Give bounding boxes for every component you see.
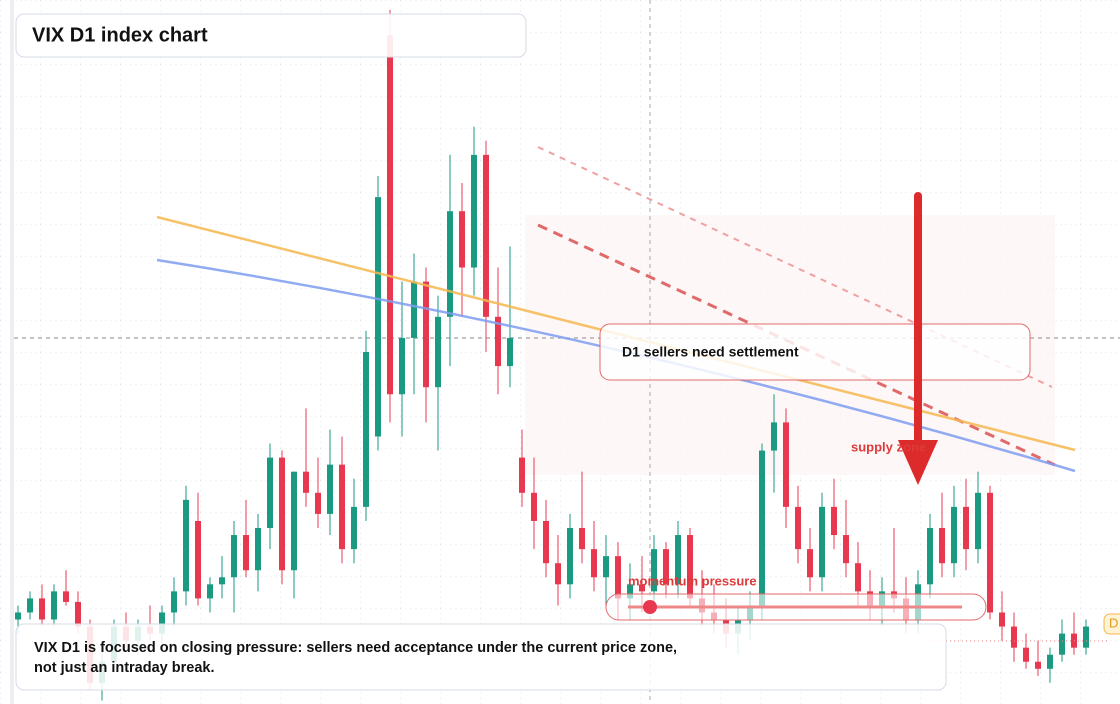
candle-body <box>1023 647 1029 662</box>
candle-body <box>807 549 813 578</box>
candle-body <box>603 556 609 578</box>
candle-body <box>471 154 477 268</box>
momentum-label: momentum pressure <box>628 573 757 588</box>
candle-body <box>75 601 81 627</box>
candle-body <box>975 492 981 550</box>
candle-body <box>243 535 249 571</box>
candle-body <box>555 563 561 585</box>
candle-body <box>939 528 945 564</box>
candle-body <box>411 281 417 338</box>
candle-body <box>831 506 837 536</box>
settlement-box <box>599 323 1031 381</box>
candle-body <box>615 556 621 599</box>
candle-body <box>255 528 261 571</box>
candle-body <box>999 612 1005 627</box>
candle-body <box>159 612 165 634</box>
candle-body <box>303 471 309 493</box>
candle-body <box>495 316 501 367</box>
candles <box>15 9 1089 701</box>
chart-title: VIX D1 index chart <box>32 24 208 46</box>
slider-knob[interactable] <box>643 600 657 614</box>
candle-body <box>207 584 213 599</box>
candle-body <box>27 598 33 613</box>
candle-body <box>291 471 297 571</box>
candle-body <box>531 492 537 521</box>
candle-body <box>171 591 177 613</box>
candle-body <box>387 35 393 395</box>
candle-body <box>1047 654 1053 669</box>
candle-body <box>987 492 993 613</box>
arrow-head <box>898 440 938 485</box>
left-strip <box>10 0 14 704</box>
candle-body <box>963 506 969 550</box>
candle-body <box>759 450 765 606</box>
candle-body <box>591 549 597 578</box>
badge-label: D <box>1109 615 1118 630</box>
candle-body <box>627 584 633 599</box>
settlement-label: D1 sellers need settlement <box>622 344 799 360</box>
candle-body <box>687 535 693 599</box>
candle-body <box>267 457 273 528</box>
candle-body <box>579 528 585 550</box>
candle-body <box>639 584 645 592</box>
candle-body <box>951 506 957 564</box>
lower-dashed-line <box>537 223 1056 467</box>
candle-body <box>1035 661 1041 669</box>
title-box <box>15 13 527 58</box>
candle-body <box>231 535 237 578</box>
candle-body <box>783 422 789 507</box>
candle-body <box>483 154 489 317</box>
candle-body <box>195 520 201 599</box>
candle-body <box>651 549 657 592</box>
candle-body <box>183 499 189 592</box>
candle-body <box>543 520 549 564</box>
candle-body <box>855 563 861 592</box>
candle-body <box>363 352 369 507</box>
candle-body <box>279 457 285 571</box>
candle-body <box>339 464 345 550</box>
candle-body <box>459 211 465 268</box>
candle-body <box>1083 626 1089 648</box>
candle-body <box>771 422 777 451</box>
candle-body <box>327 464 333 514</box>
candle-body <box>51 591 57 620</box>
candle-body <box>1059 633 1065 655</box>
candle-body <box>795 506 801 550</box>
candle-body <box>315 492 321 514</box>
candle-body <box>63 591 69 602</box>
candle-body <box>519 457 525 493</box>
note-box <box>15 623 947 691</box>
candle-body <box>567 528 573 585</box>
candle-body <box>15 612 21 620</box>
candle-body <box>39 598 45 620</box>
candle-body <box>507 337 513 367</box>
candle-body <box>351 506 357 550</box>
candle-body <box>1011 626 1017 648</box>
candle-body <box>927 528 933 585</box>
candle-body <box>663 549 669 585</box>
note-line: not just an intraday break. <box>34 660 215 676</box>
candle-body <box>843 535 849 564</box>
candle-body <box>219 577 225 585</box>
candle-body <box>447 211 453 317</box>
candle-body <box>819 506 825 578</box>
candle-body <box>423 281 429 388</box>
candle-body <box>399 337 405 395</box>
badge <box>1103 613 1120 635</box>
candle-body <box>435 316 441 388</box>
note-line: VIX D1 is focused on closing pressure: s… <box>34 640 677 656</box>
candle-body <box>375 197 381 437</box>
supply-label: supply zone <box>851 439 926 454</box>
candle-body <box>675 535 681 585</box>
